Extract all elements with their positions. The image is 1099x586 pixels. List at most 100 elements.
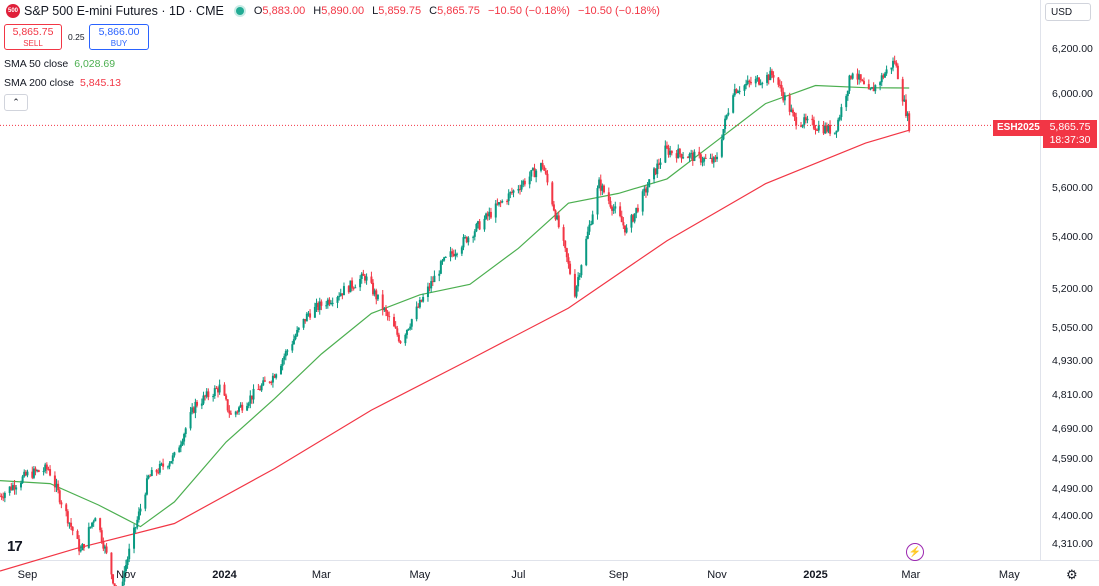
candle-body [688,153,691,158]
candle-body [449,251,452,257]
price-tick-label: 4,930.00 [1052,355,1093,368]
indicator-sma50[interactable]: SMA 50 close 6,028.69 [4,58,115,70]
candle-body [194,401,197,413]
candle-body [788,95,791,112]
candle-body [205,391,208,397]
candle-body [363,275,366,281]
candle-body [596,188,599,215]
candle-body [733,89,736,96]
candle-body [598,179,601,189]
market-status-icon[interactable] [235,7,244,15]
candle-body [36,470,39,472]
candle-body [121,581,124,586]
candle-body [217,388,220,393]
candle-body [325,305,328,307]
candle-body [284,351,287,357]
candle-body [31,471,34,478]
buy-button[interactable]: 5,866.00 BUY [89,24,149,50]
candle-body [399,341,402,344]
settings-gear-icon[interactable]: ⚙ [1066,567,1078,582]
candle-body [260,385,263,391]
candle-body [477,221,480,225]
candle-body [575,286,578,297]
candle-body [814,128,817,131]
candle-body [703,157,706,162]
candle-body [816,130,819,132]
candle-body [489,211,492,218]
sell-price: 5,865.75 [12,26,54,38]
candle-body [359,278,362,288]
indicator-sma200[interactable]: SMA 200 close 5,845.13 [4,77,121,89]
candle-body [630,215,633,228]
candle-body [418,299,421,308]
candle-body [19,482,22,488]
candle-body [283,356,286,360]
candle-body [599,179,602,191]
candle-body [26,471,29,476]
candle-body [302,318,305,328]
candle-body [66,511,69,524]
candle-body [150,469,153,476]
price-tick-label: 4,590.00 [1052,452,1093,465]
tradingview-logo-icon[interactable]: 17 [7,538,23,555]
candle-body [837,119,840,131]
sma200-line [0,129,910,572]
sell-button[interactable]: 5,865.75 SELL [4,24,62,50]
candle-body [202,395,205,404]
candle-body [646,187,649,193]
candle-body [817,125,820,131]
candle-body [519,188,521,190]
candle-body [573,273,576,297]
candle-body [79,550,82,552]
candle-body [91,522,94,527]
candle-body [498,202,501,205]
candle-body [565,248,568,258]
candle-body [759,84,762,86]
candle-body [191,407,194,413]
candle-body [846,90,849,97]
flash-icon[interactable]: ⚡ [906,543,924,561]
symbol-title[interactable]: S&P 500 E-mini Futures · 1D · CME [24,4,224,18]
candle-body [552,204,555,211]
candle-body [305,313,308,322]
candle-body [200,403,203,406]
candle-body [869,88,872,90]
candle-body [166,466,169,468]
candle-body [590,224,593,226]
candle-body [102,541,105,549]
candle-body [609,200,612,207]
candle-body [601,185,604,191]
candle-body [588,224,591,232]
candle-body [252,388,255,400]
candle-body [317,302,320,310]
candle-body [349,280,352,293]
candle-body [619,206,622,217]
candle-body [507,193,510,202]
candle-body [812,120,815,129]
candle-body [336,297,339,303]
candle-body [633,213,636,222]
candle-body [326,299,329,306]
candle-body [506,200,509,202]
candle-body [732,95,735,113]
candle-body [296,329,299,336]
candle-body [531,168,534,171]
chevron-up-icon[interactable]: ⌃ [4,94,28,111]
ohlc-low-key: L [372,5,379,17]
price-tick-label: 4,400.00 [1052,510,1093,523]
candle-body [827,124,830,132]
candle-body [137,511,140,520]
candle-body [793,112,796,118]
currency-select[interactable]: USD [1045,3,1091,21]
candle-body [430,281,433,289]
candle-body [829,124,832,134]
candle-body [89,526,92,528]
candle-body [11,485,14,490]
candle-body [578,275,581,278]
symbol-logo-icon[interactable]: 500 [6,4,20,18]
candle-body [690,152,693,154]
candle-body [711,157,714,163]
candle-body [24,471,27,476]
candle-body [908,113,911,131]
